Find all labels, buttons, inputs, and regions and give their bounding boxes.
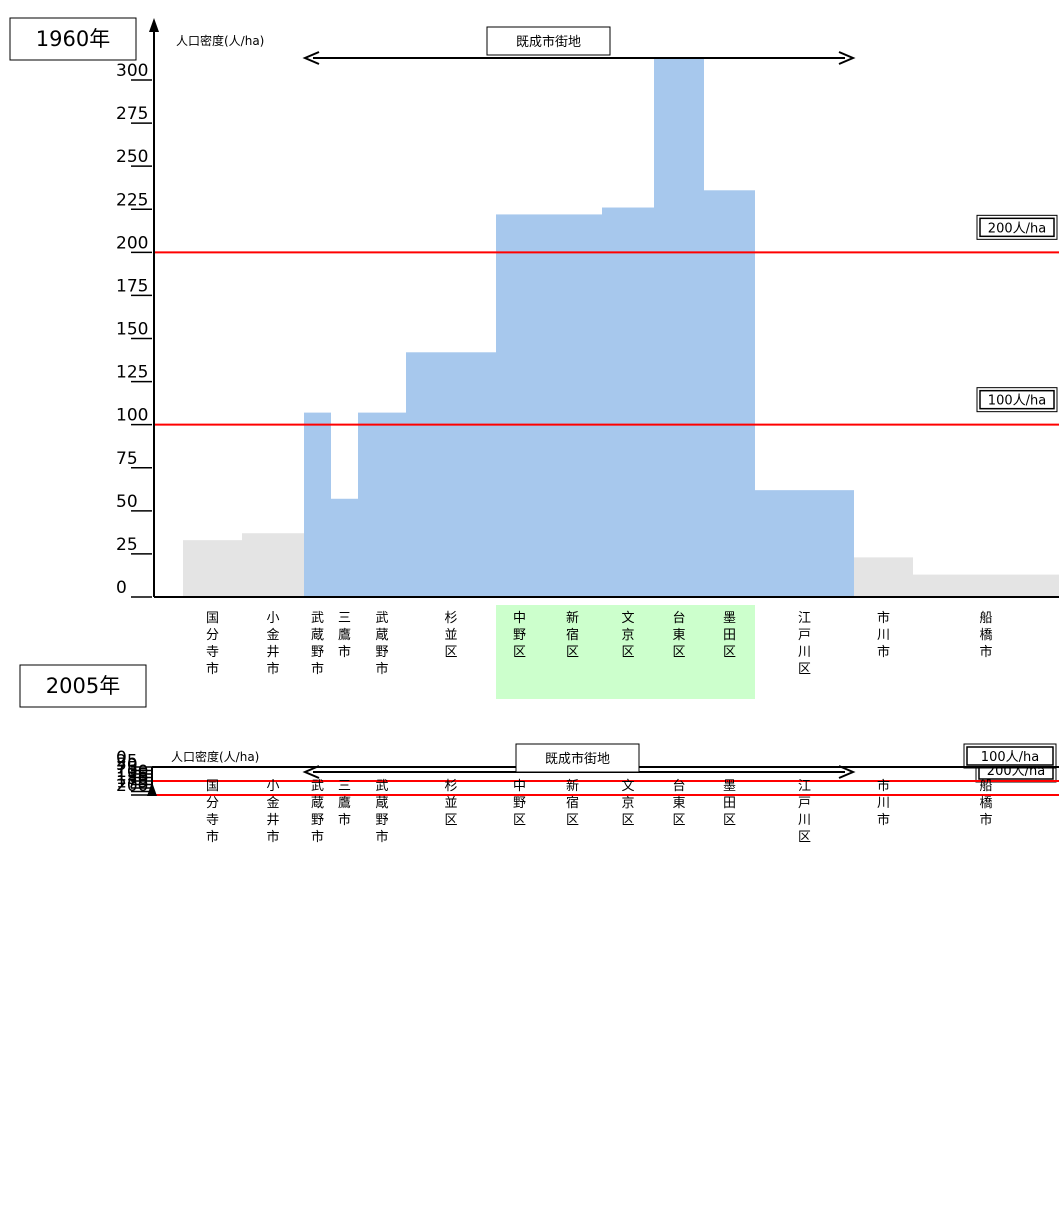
y-tick-label: 175 — [116, 276, 148, 296]
y-axis-arrow-icon — [147, 782, 157, 796]
y-tick-label: 300 — [116, 61, 148, 81]
y-tick-label: 200 — [116, 233, 148, 253]
bar-中野区 — [496, 214, 543, 598]
y-tick-label: 200 — [116, 776, 148, 796]
year-label-box — [9, 17, 137, 61]
arrow-right-icon — [838, 51, 856, 65]
category-label: 江戸川区 — [798, 611, 811, 677]
category-label: 国分寺市 — [206, 779, 219, 845]
bar-文京区 — [602, 207, 654, 597]
y-tick-label: 25 — [116, 752, 138, 772]
reference-label-box — [963, 743, 1057, 769]
bar-三鷹市 — [331, 498, 358, 597]
category-label: 墨田区 — [723, 779, 736, 828]
y-tick-label: 125 — [116, 363, 148, 383]
y-tick-label: 175 — [116, 773, 148, 793]
y-tick-label: 275 — [116, 104, 148, 124]
category-label: 台東区 — [672, 779, 685, 828]
built-up-area-box — [515, 743, 640, 773]
category-label: 市川市 — [877, 778, 890, 828]
built-up-area-label: 既成市街地 — [545, 751, 610, 767]
reference-label: 100人/ha — [981, 750, 1039, 765]
category-label: 墨田区 — [723, 611, 736, 660]
reference-label-inner — [966, 746, 1054, 766]
bar-江戸川区 — [755, 490, 854, 597]
category-label: 新宿区 — [566, 610, 579, 660]
category-label: 杉並区 — [444, 779, 457, 828]
bar-台東区 — [654, 57, 704, 597]
y-axis-label: 人口密度(人/ha) — [176, 33, 264, 48]
y-axis-label: 人口密度(人/ha) — [171, 749, 259, 764]
category-label: 文京区 — [621, 611, 634, 660]
category-label: 三鷹市 — [338, 611, 351, 660]
y-tick-label: 100 — [116, 406, 148, 426]
category-label: 武蔵野市 — [311, 611, 324, 677]
y-tick-label: 50 — [116, 755, 138, 775]
category-label: 船橋市 — [979, 779, 992, 828]
category-label: 武蔵野市 — [375, 611, 388, 677]
y-tick-label: 75 — [116, 449, 138, 469]
category-label: 小金井市 — [266, 611, 279, 677]
bar-小金井市 — [242, 533, 304, 597]
reference-label-box — [976, 214, 1058, 240]
category-label: 中野区 — [513, 611, 526, 660]
built-up-area-box — [486, 26, 611, 56]
y-tick-label: 75 — [116, 759, 138, 779]
year-label: 2005年 — [46, 674, 120, 698]
category-label: 船橋市 — [979, 611, 992, 660]
built-up-area-label: 既成市街地 — [516, 34, 581, 50]
reference-label: 200人/ha — [988, 221, 1046, 236]
bar-新宿区 — [543, 214, 602, 598]
arrow-right-icon — [838, 765, 856, 779]
bar-墨田区 — [704, 190, 755, 597]
y-tick-label: 25 — [116, 535, 138, 555]
y-tick-label: 150 — [116, 769, 148, 789]
reference-label-inner — [979, 217, 1055, 238]
y-tick-label: 100 — [116, 762, 148, 782]
y-tick-label: 250 — [116, 147, 148, 167]
y-tick-label: 150 — [116, 320, 148, 340]
highlight-band — [496, 605, 755, 699]
category-label: 市川市 — [877, 610, 890, 660]
bar-武蔵野市 — [304, 412, 331, 597]
category-label: 新宿区 — [566, 778, 579, 828]
category-label: 国分寺市 — [206, 611, 219, 677]
category-label: 三鷹市 — [338, 779, 351, 828]
category-label: 杉並区 — [444, 611, 457, 660]
y-tick-label: 125 — [116, 766, 148, 786]
chart-panel-2005年: 200人/ha100人/ha0255075100125150175200人口密度… — [19, 664, 1059, 845]
reference-label-box — [976, 387, 1058, 413]
y-tick-label: 225 — [116, 190, 148, 210]
y-tick-label: 0 — [116, 578, 127, 598]
y-tick-label: 0 — [116, 748, 127, 768]
year-label-box — [19, 664, 147, 708]
reference-label-inner — [979, 389, 1055, 410]
category-label: 文京区 — [621, 779, 634, 828]
category-label: 小金井市 — [266, 779, 279, 845]
chart-panel-1960年: 200人/ha 100人/ha 0 25 50 75 100 125 150 175 200 225 2… — [9, 17, 1059, 699]
y-axis-arrow-icon — [149, 18, 159, 32]
arrow-left-icon — [302, 51, 320, 65]
bar-杉並区 — [406, 352, 496, 597]
arrow-left-icon — [302, 765, 320, 779]
y-tick-label: 50 — [116, 492, 138, 512]
reference-label: 100人/ha — [988, 394, 1046, 409]
category-label: 武蔵野市 — [375, 779, 388, 845]
bar-市川市 — [854, 557, 913, 597]
bar-国分寺市 — [183, 540, 242, 597]
bar-武蔵野市 — [358, 412, 406, 597]
category-label: 江戸川区 — [798, 779, 811, 845]
year-label: 1960年 — [36, 27, 110, 51]
category-label: 武蔵野市 — [311, 779, 324, 845]
category-label: 中野区 — [513, 779, 526, 828]
category-label: 台東区 — [672, 611, 685, 660]
bar-船橋市 — [913, 574, 1059, 597]
